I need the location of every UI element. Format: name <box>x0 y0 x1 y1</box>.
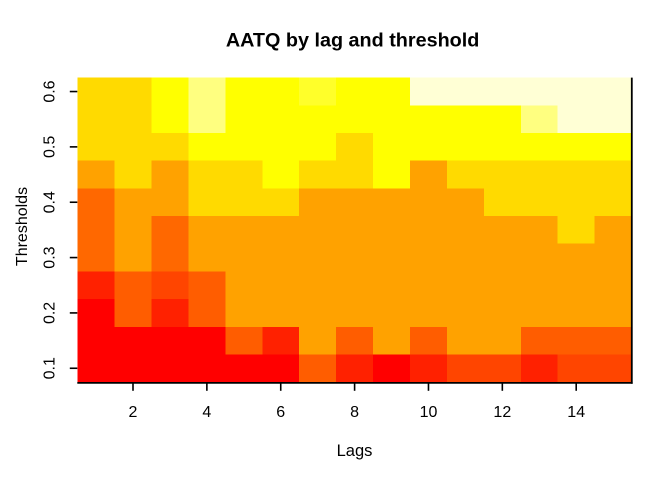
svg-text:0.3: 0.3 <box>42 246 59 268</box>
svg-text:0.4: 0.4 <box>42 191 59 213</box>
svg-text:2: 2 <box>129 404 138 421</box>
svg-text:0.6: 0.6 <box>42 80 59 102</box>
svg-text:0.2: 0.2 <box>42 302 59 324</box>
svg-text:14: 14 <box>567 404 585 421</box>
svg-text:4: 4 <box>202 404 211 421</box>
svg-text:12: 12 <box>493 404 511 421</box>
svg-text:AATQ by lag and threshold: AATQ by lag and threshold <box>226 30 480 52</box>
svg-text:8: 8 <box>350 404 359 421</box>
svg-text:Lags: Lags <box>337 442 373 460</box>
svg-text:Thresholds: Thresholds <box>14 187 31 266</box>
svg-text:10: 10 <box>420 404 438 421</box>
svg-text:0.5: 0.5 <box>42 136 59 158</box>
svg-text:0.1: 0.1 <box>42 357 59 379</box>
svg-text:6: 6 <box>276 404 285 421</box>
